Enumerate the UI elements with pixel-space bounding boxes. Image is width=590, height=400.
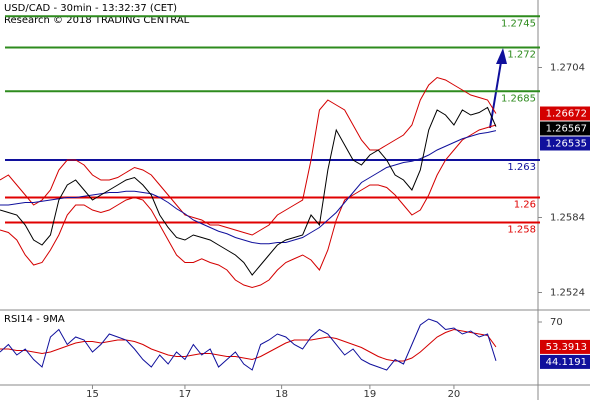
value-box-label: 53.3913 (546, 342, 587, 353)
value-box (540, 106, 590, 121)
arrow-head (496, 48, 507, 64)
series-line (0, 318, 497, 371)
value-box-label: 1.26672 (546, 109, 587, 120)
series-line (0, 76, 497, 236)
value-box-label: 44.1191 (546, 357, 587, 368)
value-box-label: 1.26567 (546, 124, 587, 135)
level-label: 1.258 (507, 225, 536, 236)
y-tick-label: 1.2524 (550, 288, 585, 299)
series-line (0, 106, 497, 276)
level-label: 1.2685 (501, 93, 536, 104)
level-label: 1.26 (514, 200, 536, 211)
y-tick-label: 1.2704 (550, 63, 585, 74)
value-box (540, 121, 590, 136)
level-label: 1.2745 (501, 18, 536, 29)
rsi-title: RSI14 - 9MA (4, 314, 65, 325)
series-line (0, 328, 497, 362)
value-box (540, 354, 590, 369)
value-box-label: 1.26535 (546, 139, 587, 150)
level-label: 1.263 (507, 162, 536, 173)
x-tick-label: 20 (448, 389, 461, 400)
chart-subtitle: Research © 2018 TRADING CENTRAL (4, 15, 190, 26)
x-tick-label: 19 (364, 389, 377, 400)
y-tick-label: 70 (550, 317, 563, 328)
x-tick-label: 15 (86, 389, 99, 400)
x-tick-label: 18 (275, 389, 288, 400)
x-tick-label: 17 (179, 389, 192, 400)
value-box (540, 339, 590, 354)
series-line (0, 124, 497, 289)
value-box (540, 136, 590, 151)
series-line (0, 130, 497, 245)
level-label: 1.272 (507, 50, 536, 61)
chart-title: USD/CAD - 30min - 13:32:37 (CET) (4, 3, 177, 14)
y-tick-label: 1.2584 (550, 213, 585, 224)
